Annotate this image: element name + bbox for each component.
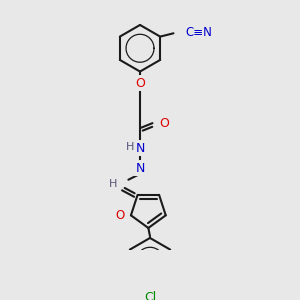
Text: O: O [159,117,169,130]
Text: C≡N: C≡N [185,26,212,39]
Text: O: O [115,209,124,222]
Text: O: O [135,77,145,90]
Text: N: N [135,162,145,175]
Text: N: N [135,142,145,154]
Text: Cl: Cl [144,290,156,300]
Text: H: H [109,179,118,189]
Text: H: H [126,142,134,152]
